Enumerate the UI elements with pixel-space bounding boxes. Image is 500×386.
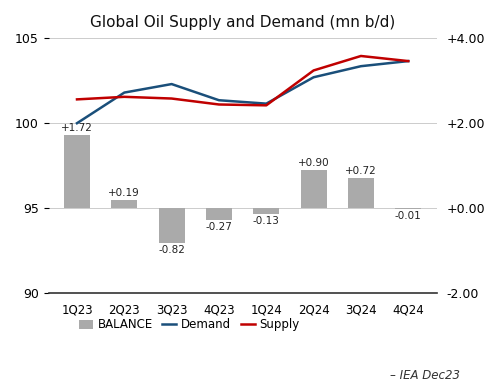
Bar — [300, 170, 326, 208]
Text: -0.27: -0.27 — [206, 222, 233, 232]
Title: Global Oil Supply and Demand (mn b/d): Global Oil Supply and Demand (mn b/d) — [90, 15, 395, 30]
Text: +0.72: +0.72 — [345, 166, 377, 176]
Text: -0.82: -0.82 — [158, 245, 185, 255]
Text: – IEA Dec23: – IEA Dec23 — [390, 369, 460, 382]
Bar — [348, 178, 374, 208]
Bar — [254, 208, 280, 214]
Text: -0.01: -0.01 — [395, 211, 421, 221]
Text: -0.13: -0.13 — [253, 216, 280, 226]
Text: +0.19: +0.19 — [108, 188, 140, 198]
Bar — [64, 135, 90, 208]
Bar — [206, 208, 232, 220]
Legend: BALANCE, Demand, Supply: BALANCE, Demand, Supply — [74, 313, 304, 336]
Bar — [112, 200, 138, 208]
Bar — [158, 208, 184, 243]
Bar — [395, 208, 421, 209]
Text: +1.72: +1.72 — [61, 123, 93, 133]
Text: +0.90: +0.90 — [298, 158, 330, 168]
